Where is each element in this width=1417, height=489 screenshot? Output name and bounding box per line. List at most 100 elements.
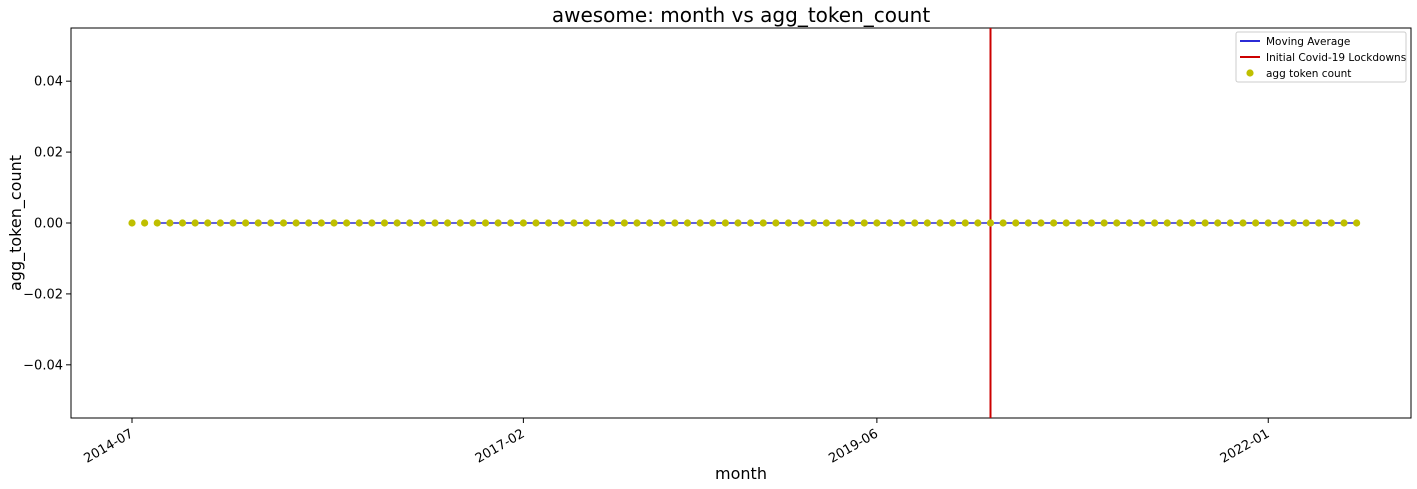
data-point bbox=[1151, 219, 1159, 227]
data-point bbox=[936, 219, 944, 227]
data-point bbox=[267, 219, 275, 227]
data-point bbox=[494, 219, 502, 227]
y-tick-label: 0.00 bbox=[34, 217, 63, 232]
data-point bbox=[456, 219, 464, 227]
data-point bbox=[229, 219, 237, 227]
y-axis-label: agg_token_count bbox=[6, 155, 26, 291]
data-point bbox=[734, 219, 742, 227]
y-axis: 0.04 0.02 0.00 −0.02 −0.04 bbox=[23, 75, 71, 373]
data-point bbox=[431, 219, 439, 227]
data-point bbox=[747, 219, 755, 227]
x-axis: 2014-07 2017-02 2019-06 2022-01 bbox=[81, 418, 1272, 467]
x-tick-label: 2022-01 bbox=[1218, 426, 1273, 466]
legend-label: Moving Average bbox=[1266, 36, 1350, 48]
y-tick-label: 0.04 bbox=[34, 75, 63, 90]
data-point bbox=[141, 219, 149, 227]
data-point bbox=[1050, 219, 1058, 227]
data-point bbox=[242, 219, 250, 227]
data-point bbox=[1012, 219, 1020, 227]
data-point bbox=[1125, 219, 1133, 227]
data-point bbox=[658, 219, 666, 227]
data-point bbox=[1214, 219, 1222, 227]
data-point bbox=[885, 219, 894, 227]
data-point bbox=[1087, 219, 1096, 227]
data-point bbox=[1226, 219, 1234, 227]
data-point bbox=[1327, 219, 1335, 227]
data-point bbox=[1252, 219, 1260, 227]
legend-marker bbox=[1246, 69, 1254, 77]
data-point bbox=[671, 219, 679, 227]
data-point bbox=[279, 219, 288, 227]
data-point bbox=[368, 219, 376, 227]
data-point bbox=[216, 219, 224, 227]
data-point bbox=[1163, 219, 1171, 227]
legend-label: agg token count bbox=[1266, 68, 1351, 80]
data-point bbox=[1188, 219, 1197, 227]
data-point bbox=[393, 219, 401, 227]
data-point bbox=[759, 219, 767, 227]
data-point bbox=[898, 219, 906, 227]
data-point bbox=[595, 219, 603, 227]
data-point bbox=[254, 219, 262, 227]
legend-label: Initial Covid-19 Lockdowns bbox=[1266, 52, 1406, 64]
data-point bbox=[343, 219, 351, 227]
data-point bbox=[545, 219, 553, 227]
chart-title: awesome: month vs agg_token_count bbox=[552, 3, 930, 27]
data-point bbox=[1277, 219, 1285, 227]
data-point bbox=[860, 219, 868, 227]
data-point bbox=[204, 219, 212, 227]
data-point bbox=[178, 219, 187, 227]
data-point bbox=[620, 219, 628, 227]
data-point bbox=[153, 219, 161, 227]
data-point bbox=[128, 219, 136, 227]
data-point bbox=[582, 219, 591, 227]
data-point bbox=[772, 219, 780, 227]
data-point bbox=[444, 219, 452, 227]
data-point bbox=[380, 219, 389, 227]
plot-marks bbox=[128, 28, 1361, 418]
data-point bbox=[721, 219, 729, 227]
data-point bbox=[696, 219, 704, 227]
x-tick-label: 2019-06 bbox=[826, 426, 881, 466]
x-axis-label: month bbox=[715, 464, 767, 483]
data-point bbox=[507, 219, 515, 227]
data-point bbox=[1264, 219, 1272, 227]
data-point bbox=[810, 219, 818, 227]
data-point bbox=[1037, 219, 1045, 227]
data-point bbox=[873, 219, 881, 227]
data-point bbox=[835, 219, 843, 227]
data-point bbox=[1340, 219, 1348, 227]
data-point bbox=[633, 219, 641, 227]
data-point bbox=[986, 219, 995, 227]
data-point bbox=[1075, 219, 1083, 227]
data-point bbox=[166, 219, 174, 227]
data-point bbox=[305, 219, 313, 227]
data-point bbox=[406, 219, 414, 227]
data-point bbox=[330, 219, 338, 227]
y-tick-label: −0.02 bbox=[23, 287, 63, 302]
data-point bbox=[1138, 219, 1146, 227]
data-point bbox=[355, 219, 363, 227]
data-point bbox=[949, 219, 957, 227]
data-point bbox=[1315, 219, 1323, 227]
y-tick-label: −0.04 bbox=[23, 358, 63, 373]
data-point bbox=[191, 219, 199, 227]
x-tick-label: 2014-07 bbox=[81, 426, 136, 466]
legend: Moving Average Initial Covid-19 Lockdowns… bbox=[1235, 31, 1407, 83]
x-tick-label: 2017-02 bbox=[473, 426, 528, 466]
data-point bbox=[646, 219, 654, 227]
data-point bbox=[974, 219, 982, 227]
data-point bbox=[1353, 219, 1361, 227]
data-point bbox=[683, 219, 692, 227]
data-point bbox=[911, 219, 919, 227]
data-point bbox=[292, 219, 300, 227]
data-point bbox=[532, 219, 540, 227]
data-point bbox=[1302, 219, 1310, 227]
legend-box bbox=[1235, 31, 1407, 83]
data-point bbox=[1176, 219, 1184, 227]
data-point bbox=[608, 219, 616, 227]
data-point bbox=[961, 219, 969, 227]
data-point bbox=[1062, 219, 1070, 227]
data-point bbox=[709, 219, 717, 227]
